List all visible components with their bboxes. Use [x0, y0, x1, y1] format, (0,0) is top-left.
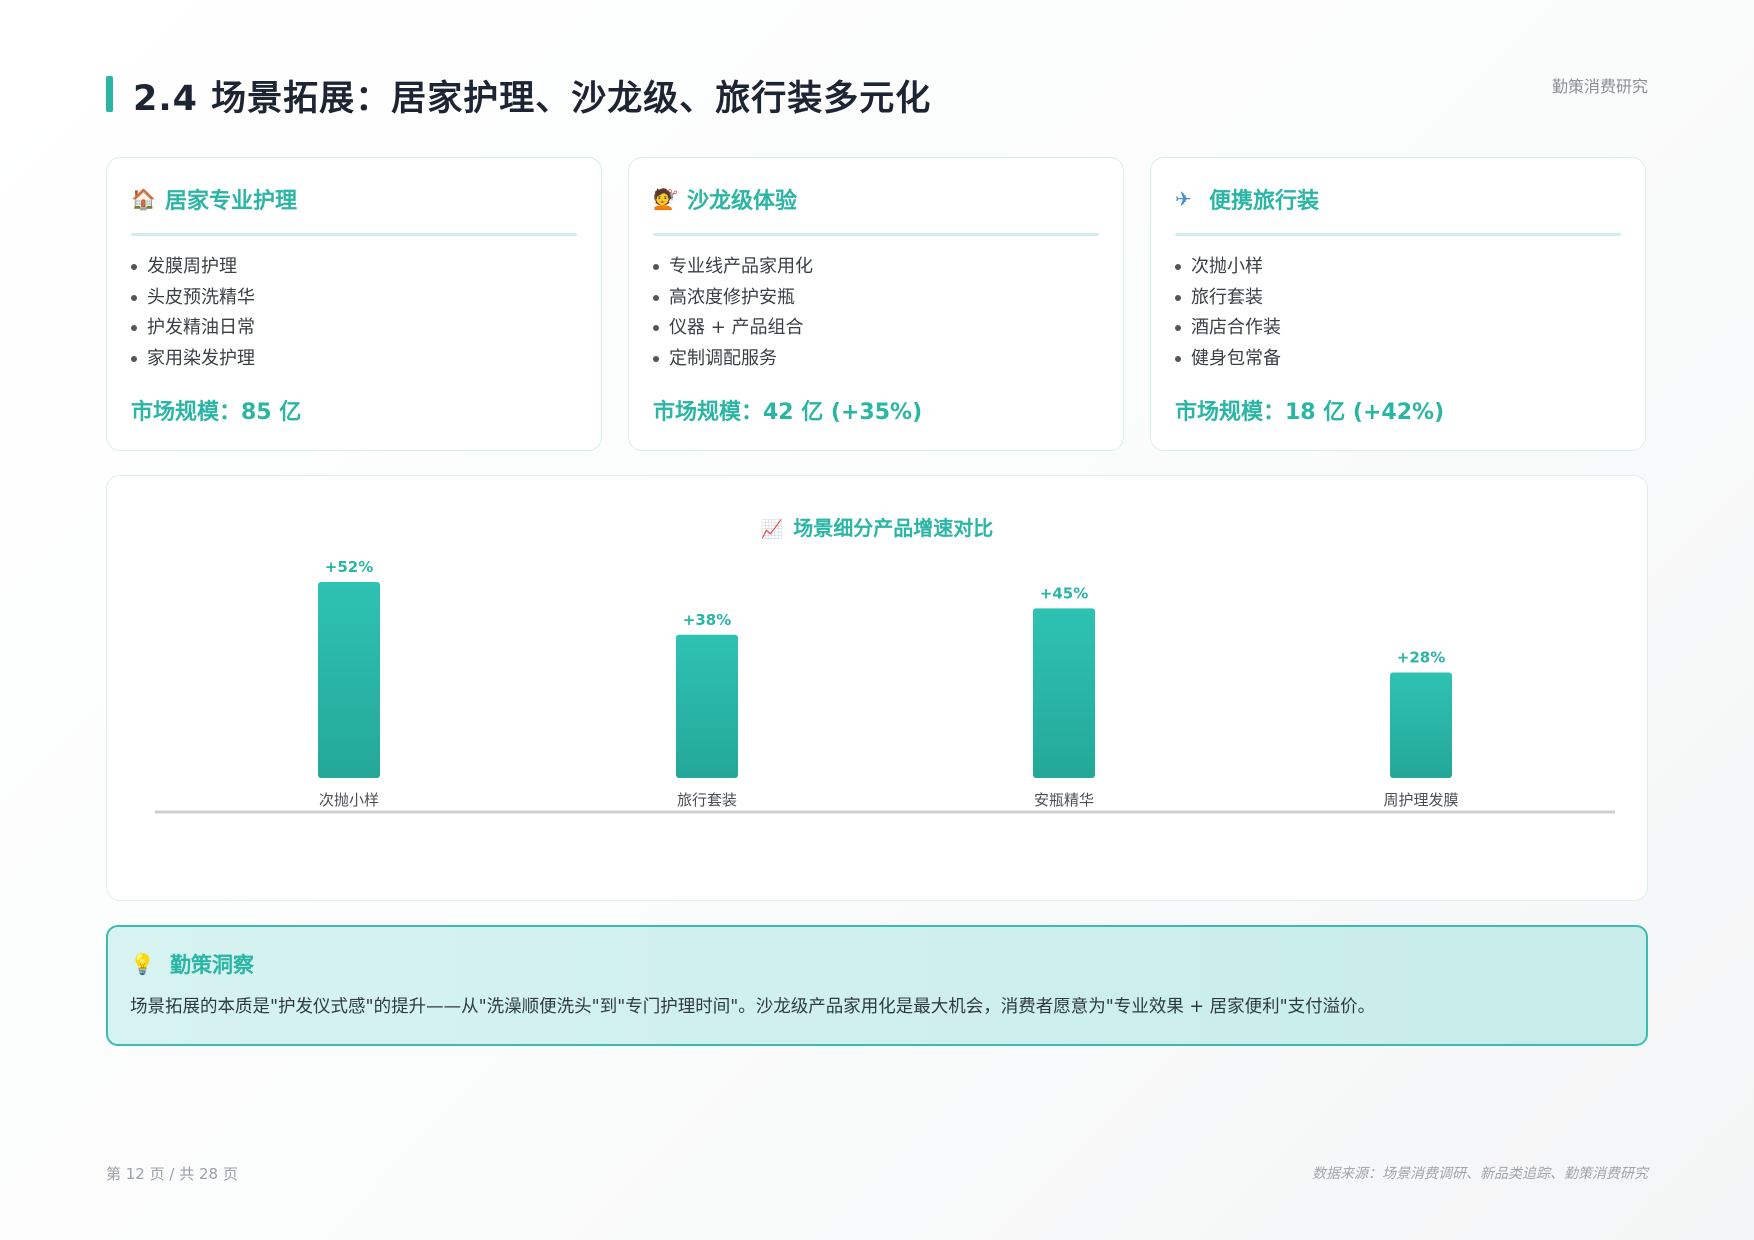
list-item: 高浓度修护安瓶 — [653, 283, 1099, 314]
market-size-metric: 市场规模：18 亿 (+42%) — [1175, 400, 1445, 425]
bar-3 — [1390, 672, 1452, 778]
card-title: 居家专业护理 — [165, 189, 298, 214]
list-item: 专业线产品家用化 — [653, 252, 1099, 283]
list-item: 头皮预洗精华 — [131, 283, 577, 314]
list-item: 家用染发护理 — [131, 344, 577, 375]
bar-chart: +52% 次抛小样 +38% 旅行套装 +45% 安瓶精华 +28% 周护理发膜 — [155, 558, 1615, 814]
insight-title: 勤策洞察 — [170, 953, 254, 977]
card-list: 专业线产品家用化 高浓度修护安瓶 仪器 + 产品组合 定制调配服务 — [653, 252, 1099, 374]
category-label-1: 旅行套装 — [677, 791, 737, 809]
card-divider — [653, 233, 1099, 236]
chart-title-text: 场景细分产品增速对比 — [793, 516, 994, 540]
title-accent-bar — [106, 76, 113, 112]
insight-text: 场景拓展的本质是"护发仪式感"的提升——从"洗澡顺便洗头"到"专门护理时间"。沙… — [130, 997, 1376, 1017]
scenario-card-salon: 💇 沙龙级体验 专业线产品家用化 高浓度修护安瓶 仪器 + 产品组合 定制调配服… — [628, 157, 1124, 451]
chart-increasing-icon: 📈 — [760, 519, 784, 540]
data-label-1: +38% — [683, 611, 731, 629]
insight-box: 💡 勤策洞察 场景拓展的本质是"护发仪式感"的提升——从"洗澡顺便洗头"到"专门… — [106, 925, 1648, 1046]
category-label-2: 安瓶精华 — [1034, 791, 1094, 809]
market-size-metric: 市场规模：85 亿 — [131, 400, 302, 425]
data-label-2: +45% — [1040, 584, 1088, 602]
list-item: 酒店合作装 — [1175, 313, 1621, 344]
card-divider — [131, 233, 577, 236]
data-label-3: +28% — [1397, 648, 1445, 666]
card-title: 便携旅行装 — [1209, 189, 1320, 214]
list-item: 发膜周护理 — [131, 252, 577, 283]
card-list: 次抛小样 旅行套装 酒店合作装 健身包常备 — [1175, 252, 1621, 374]
growth-chart-panel: 📈 场景细分产品增速对比 +52% 次抛小样 +38% 旅行套装 +45% 安瓶精华 +28%… — [106, 475, 1648, 901]
house-icon: 🏠 — [131, 187, 156, 211]
bar-2 — [1033, 608, 1095, 778]
market-size-metric: 市场规模：42 亿 (+35%) — [653, 400, 923, 425]
airplane-icon: ✈ — [1175, 187, 1192, 211]
lightbulb-icon: 💡 — [130, 952, 155, 976]
card-list: 发膜周护理 头皮预洗精华 护发精油日常 家用染发护理 — [131, 252, 577, 374]
data-source: 数据来源：场景消费调研、新品类追踪、勤策消费研究 — [1312, 1166, 1648, 1182]
chart-title: 📈 场景细分产品增速对比 — [107, 512, 1647, 541]
page-title: 2.4 场景拓展：居家护理、沙龙级、旅行装多元化 — [133, 79, 932, 119]
list-item: 护发精油日常 — [131, 313, 577, 344]
brand-label: 勤策消费研究 — [1551, 77, 1648, 96]
page-number: 第 12 页 / 共 28 页 — [106, 1165, 238, 1183]
list-item: 旅行套装 — [1175, 283, 1621, 314]
scenario-card-home: 🏠 居家专业护理 发膜周护理 头皮预洗精华 护发精油日常 家用染发护理 市场规模… — [106, 157, 602, 451]
category-label-0: 次抛小样 — [319, 791, 379, 809]
hairdresser-icon: 💇 — [653, 187, 678, 211]
bar-0 — [318, 582, 380, 778]
scenario-card-travel: ✈ 便携旅行装 次抛小样 旅行套装 酒店合作装 健身包常备 市场规模：18 亿 … — [1150, 157, 1646, 451]
list-item: 定制调配服务 — [653, 344, 1099, 375]
list-item: 健身包常备 — [1175, 344, 1621, 375]
category-label-3: 周护理发膜 — [1383, 791, 1458, 809]
bar-1 — [676, 634, 738, 778]
card-title: 沙龙级体验 — [687, 189, 798, 214]
list-item: 仪器 + 产品组合 — [653, 313, 1099, 344]
card-divider — [1175, 233, 1621, 236]
data-label-0: +52% — [325, 558, 373, 576]
list-item: 次抛小样 — [1175, 252, 1621, 283]
